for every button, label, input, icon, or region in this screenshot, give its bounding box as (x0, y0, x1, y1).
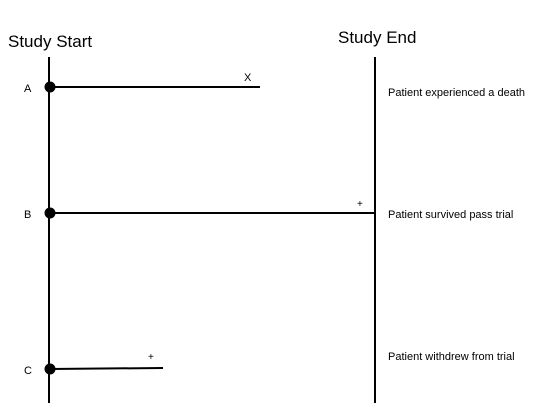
patient-row-b: B + Patient survived pass trial (24, 199, 513, 221)
patient-c-description: Patient withdrew from trial (388, 351, 515, 363)
patient-c-label: C (24, 365, 32, 377)
study-end-header: Study End (338, 28, 416, 47)
patient-b-start-dot (44, 207, 56, 219)
patient-c-start-dot (44, 363, 56, 375)
patient-a-start-dot (44, 81, 56, 93)
patient-b-censor-marker: + (357, 199, 363, 210)
patient-a-description: Patient experienced a death (388, 87, 525, 99)
patient-b-label: B (24, 209, 31, 221)
patient-row-a: A X Patient experienced a death (24, 72, 525, 99)
patient-c-censor-marker: + (148, 352, 154, 363)
patient-b-description: Patient survived pass trial (388, 209, 513, 221)
patient-a-death-marker: X (244, 72, 252, 84)
patient-a-label: A (24, 83, 32, 95)
patient-c-timeline (49, 367, 164, 370)
patient-row-c: C + Patient withdrew from trial (24, 351, 515, 377)
study-start-header: Study Start (8, 32, 92, 51)
